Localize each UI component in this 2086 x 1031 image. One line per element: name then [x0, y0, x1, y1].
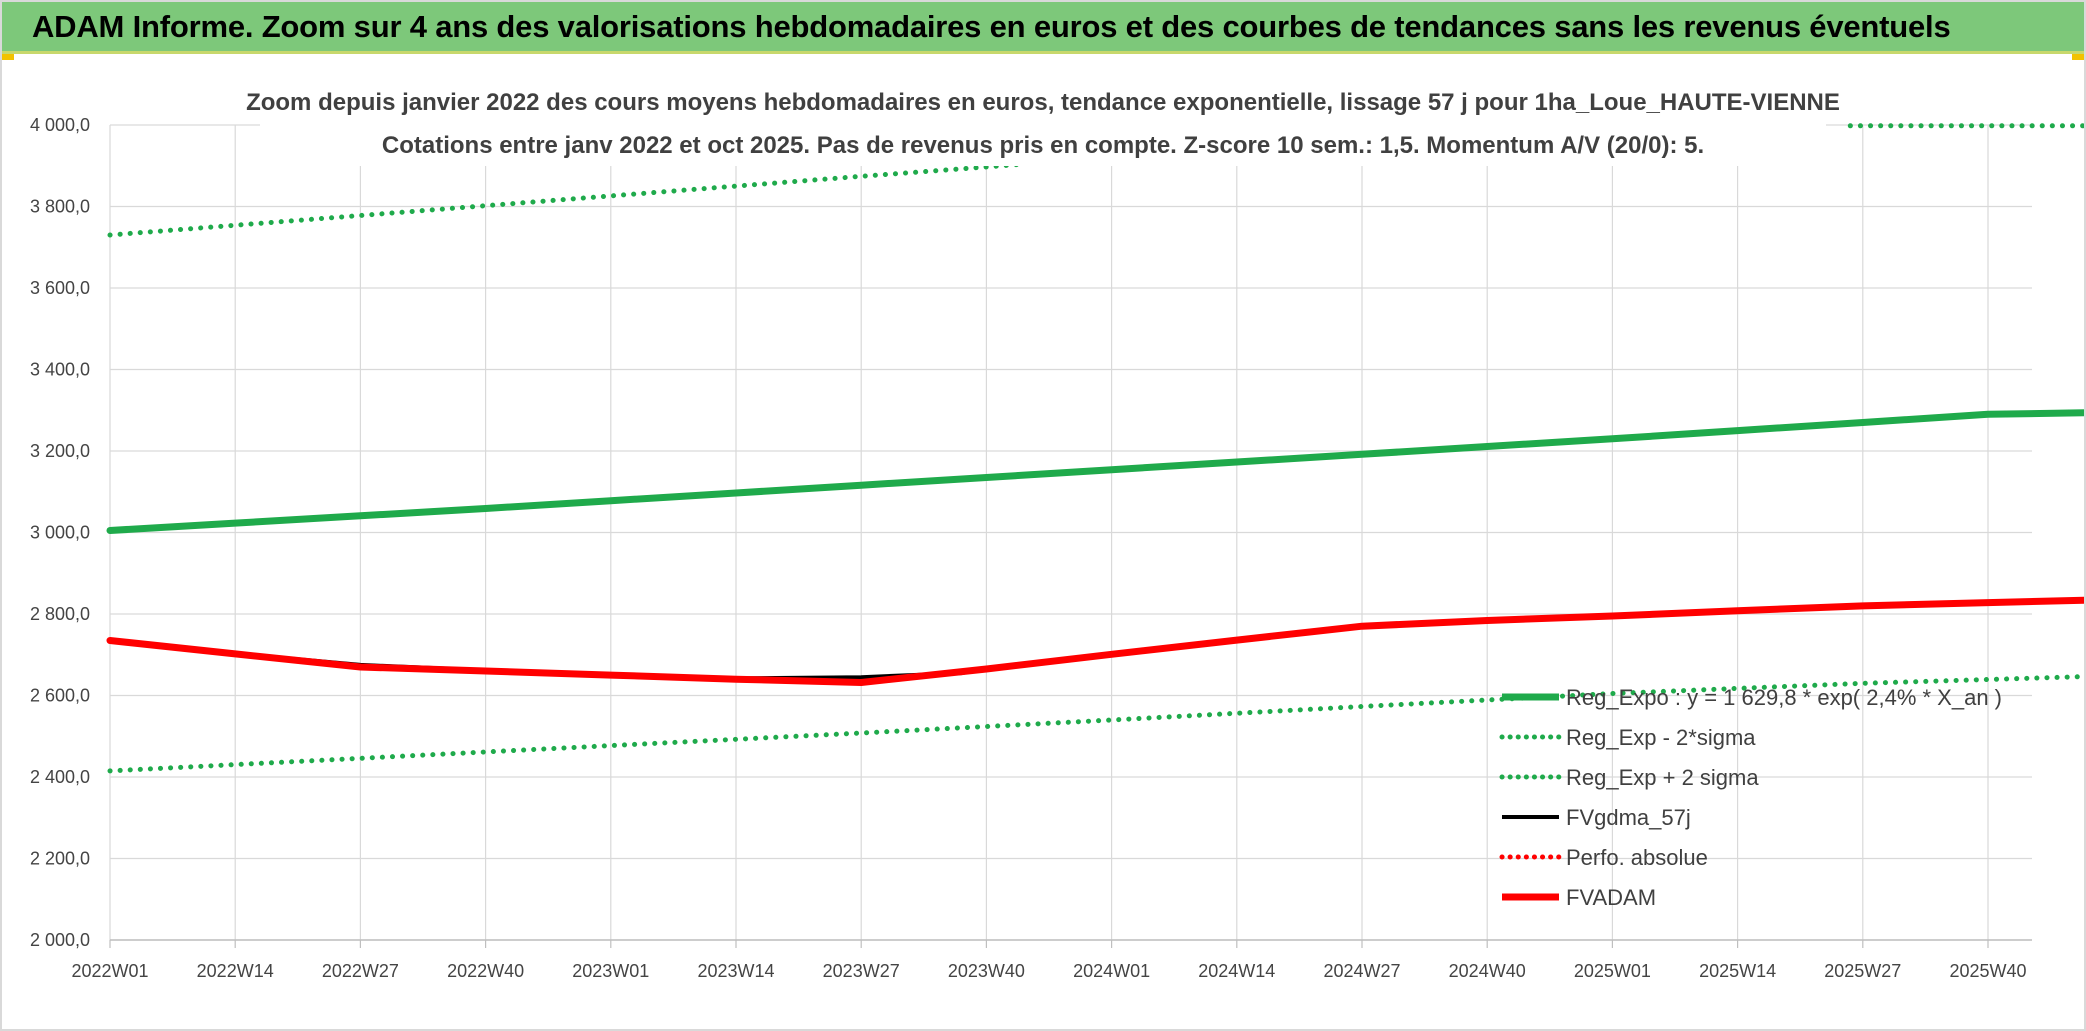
- legend-label: Perfo. absolue: [1566, 845, 1708, 870]
- x-tick-label: 2022W40: [447, 961, 524, 981]
- legend-label: Reg_Exp - 2*sigma: [1566, 725, 1756, 750]
- grid-layer: [109, 124, 2032, 941]
- y-tick-label: 2 200,0: [30, 849, 90, 869]
- series-line-5: [106, 596, 2084, 686]
- y-tick-label: 3 800,0: [30, 197, 90, 217]
- corner-accent-right: [2072, 54, 2084, 60]
- x-tick-label: 2025W01: [1574, 961, 1651, 981]
- x-tick-label: 2024W27: [1323, 961, 1400, 981]
- legend-label: FVADAM: [1566, 885, 1656, 910]
- y-tick-label: 2 600,0: [30, 686, 90, 706]
- x-tick-label: 2023W01: [572, 961, 649, 981]
- chart-title-line1: Zoom depuis janvier 2022 des cours moyen…: [246, 89, 1840, 116]
- x-tick-label: 2025W27: [1824, 961, 1901, 981]
- y-tick-label: 2 800,0: [30, 604, 90, 624]
- legend: Reg_Expo : y = 1 629,8 * exp( 2,4% * X_a…: [1499, 685, 2002, 910]
- x-tick-label: 2022W27: [322, 961, 399, 981]
- x-tick-label: 2023W40: [948, 961, 1025, 981]
- x-tick-label: 2025W40: [1949, 961, 2026, 981]
- legend-label: Reg_Expo : y = 1 629,8 * exp( 2,4% * X_a…: [1566, 685, 2002, 710]
- y-tick-label: 2 000,0: [30, 930, 90, 950]
- series-layer: [106, 123, 2084, 774]
- chart-title-line2: Cotations entre janv 2022 et oct 2025. P…: [382, 132, 1704, 159]
- chart-title-layer: Zoom depuis janvier 2022 des cours moyen…: [246, 76, 1840, 166]
- series-line-0: [106, 409, 2084, 534]
- y-tick-label: 3 200,0: [30, 441, 90, 461]
- y-tick-label: 2 400,0: [30, 767, 90, 787]
- x-tick-label: 2023W14: [697, 961, 774, 981]
- y-tick-label: 4 000,0: [30, 115, 90, 135]
- header-bar: ADAM Informe. Zoom sur 4 ans des valoris…: [2, 2, 2084, 54]
- legend-label: FVgdma_57j: [1566, 805, 1691, 830]
- corner-accent-left: [2, 54, 14, 60]
- x-tick-label: 2024W40: [1449, 961, 1526, 981]
- x-tick-label: 2025W14: [1699, 961, 1776, 981]
- y-tick-label: 3 600,0: [30, 278, 90, 298]
- chart-title-background: [260, 76, 1826, 166]
- axis-layer: 2 000,0 2 200,0 2 400,0 2 600,0 2 800,0 3 000…: [30, 115, 2032, 981]
- x-tick-label: 2024W14: [1198, 961, 1275, 981]
- x-tick-label: 2022W01: [71, 961, 148, 981]
- series-line-2: [107, 161, 1027, 238]
- y-tick-label: 3 000,0: [30, 523, 90, 543]
- x-tick-label: 2023W27: [823, 961, 900, 981]
- series-line-1: [107, 674, 2084, 774]
- header-title: ADAM Informe. Zoom sur 4 ans des valoris…: [32, 8, 1951, 44]
- legend-label: Reg_Exp + 2 sigma: [1566, 765, 1759, 790]
- y-tick-label: 3 400,0: [30, 360, 90, 380]
- x-tick-label: 2024W01: [1073, 961, 1150, 981]
- x-tick-label: 2022W14: [197, 961, 274, 981]
